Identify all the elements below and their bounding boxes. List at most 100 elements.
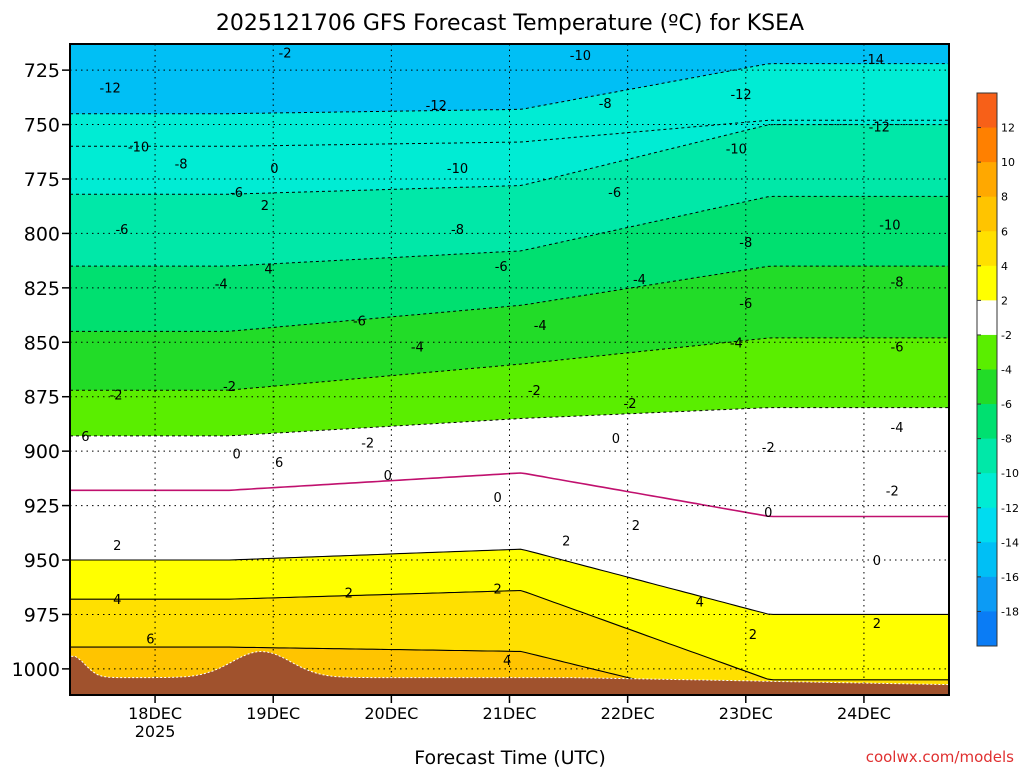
contour-label: 6: [146, 632, 154, 647]
contour-label: -4: [411, 341, 424, 356]
y-tick-label: 950: [24, 550, 60, 572]
contour-label: -10: [726, 143, 747, 158]
colorbar-label: -6: [1001, 398, 1012, 411]
colorbar-swatch: [977, 162, 997, 198]
y-tick-label: 825: [24, 278, 60, 300]
colorbar-swatch: [977, 369, 997, 405]
contour-label: 0: [764, 506, 772, 521]
colorbar-swatch: [977, 438, 997, 474]
x-tick-label: 22DEC: [601, 704, 655, 723]
y-tick-label: 750: [24, 115, 60, 137]
contour-label: 2: [345, 587, 353, 602]
y-tick-label: 875: [24, 387, 60, 409]
contour-label: 0: [873, 554, 881, 569]
x-tick-sublabel: 2025: [135, 722, 176, 741]
contour-label: -8: [739, 236, 752, 251]
colorbar-swatch: [977, 542, 997, 578]
plot-area: -12 -10 -8 -6 -6 -4 -2 -2 6 2 4 6 0 -2 0 2 4 6 -10 -12 -10 -8…: [70, 44, 949, 695]
contour-label: 2: [749, 628, 757, 643]
colorbar-label: 4: [1001, 260, 1008, 273]
contour-label: -6: [353, 315, 366, 330]
colorbar-label: 2: [1001, 294, 1008, 307]
contour-label: -6: [739, 297, 752, 312]
contour-label: -2: [279, 47, 292, 62]
colorbar-swatch: [977, 507, 997, 543]
y-tick-label: 850: [24, 332, 60, 354]
colorbar-label: 8: [1001, 191, 1008, 204]
terrain-surface: [70, 650, 949, 695]
contour-label: -6: [115, 223, 128, 238]
contour-label: -6: [891, 341, 904, 356]
y-tick-label: 1000: [12, 659, 60, 681]
contour-label: 4: [113, 593, 121, 608]
contour-label: -2: [624, 397, 637, 412]
contour-label: 0: [270, 162, 278, 177]
contour-label: 0: [494, 491, 502, 506]
colorbar-label: -2: [1001, 329, 1012, 342]
x-axis-label: Forecast Time (UTC): [414, 747, 605, 768]
contour-label: -2: [886, 484, 899, 499]
contour-label: -6: [230, 186, 243, 201]
contour-label: -10: [128, 140, 149, 155]
contour-label: -4: [891, 421, 904, 436]
contour-label: -10: [570, 49, 591, 64]
chart-title: 2025121706 GFS Forecast Temperature (ºC)…: [216, 11, 804, 36]
colorbar-swatch: [977, 404, 997, 440]
contour-label: 2: [261, 199, 269, 214]
contour-label: -10: [447, 162, 468, 177]
contour-label: 6: [275, 456, 283, 471]
y-tick-label: 975: [24, 604, 60, 626]
isotherm-6: [70, 646, 701, 695]
colorbar-swatch: [977, 611, 997, 647]
x-tick-label: 19DEC: [246, 704, 300, 723]
contour-label: -14: [863, 53, 884, 68]
contour-label: -2: [223, 380, 236, 395]
contour-label: 2: [562, 534, 570, 549]
colorbar-label: 6: [1001, 225, 1008, 238]
contour-label: 2: [873, 617, 881, 632]
colorbar-swatch: [977, 300, 997, 336]
contour-label: -8: [451, 223, 464, 238]
colorbar-swatch: [977, 127, 997, 163]
contour-label: 4: [264, 262, 272, 277]
isotherm--4: [70, 337, 949, 391]
terrain-fill: [70, 650, 949, 695]
y-axis-pressure: 725 750 775 800 825 850 875 900 925 950 975 1000: [12, 60, 70, 681]
contour-label: 6: [81, 430, 89, 445]
contour-label: 0: [612, 432, 620, 447]
contour-label: 2: [494, 582, 502, 597]
colorbar-label: -4: [1001, 364, 1012, 377]
colorbar-legend: 12 10 8 6 4 2 -2 -4 -6 -8 -10 -12 -14 -16 -18: [976, 92, 1019, 647]
contour-label: -10: [879, 219, 900, 234]
contour-label: -4: [730, 336, 743, 351]
colorbar-label: -8: [1001, 433, 1012, 446]
contour-label: -2: [110, 389, 123, 404]
colorbar-swatch: [977, 473, 997, 509]
x-tick-label: 21DEC: [483, 704, 537, 723]
contour-label: 4: [503, 654, 511, 669]
x-tick-label: 23DEC: [719, 704, 773, 723]
contour-label: -12: [426, 99, 447, 114]
colorbar-label: -14: [1001, 536, 1019, 549]
isotherm--6: [70, 265, 949, 332]
colorbar-label: 12: [1001, 122, 1015, 135]
gridlines: [70, 44, 949, 695]
contour-label: 2: [113, 539, 121, 554]
y-tick-label: 900: [24, 441, 60, 463]
isotherm--12: [70, 63, 949, 115]
colorbar-label: -10: [1001, 467, 1019, 480]
contour-label: -4: [633, 273, 646, 288]
contour-label: -12: [869, 121, 890, 136]
contour-label: -4: [534, 319, 547, 334]
contour-label: 0: [384, 469, 392, 484]
y-tick-label: 775: [24, 169, 60, 191]
contour-labels: -12 -10 -8 -6 -6 -4 -2 -2 6 2 4 6 0 -2 0 2 4 6 -10 -12 -10 -8…: [81, 47, 904, 669]
temperature-bands: [70, 44, 949, 695]
x-tick-label: 24DEC: [837, 704, 891, 723]
colorbar-swatch: [977, 265, 997, 301]
contour-label: -2: [762, 441, 775, 456]
isotherm--14: [70, 119, 949, 147]
y-tick-label: 925: [24, 496, 60, 518]
y-tick-label: 725: [24, 60, 60, 82]
